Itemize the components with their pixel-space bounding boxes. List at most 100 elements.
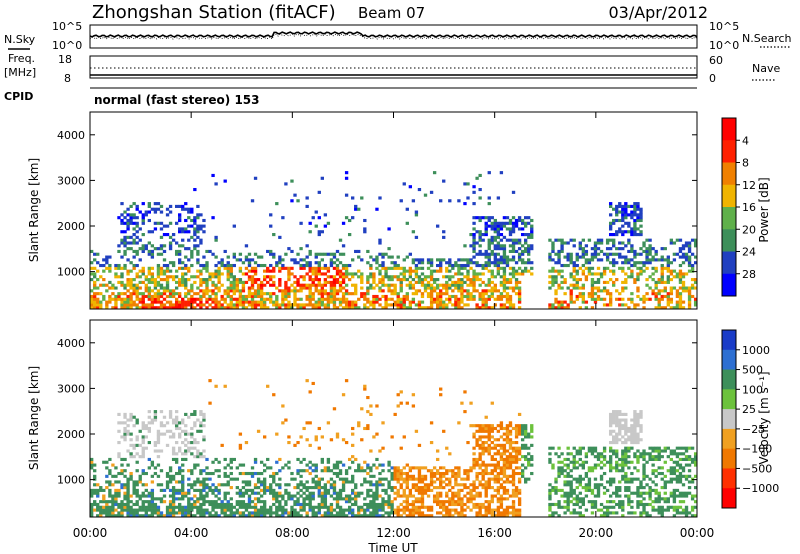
heatmap-cell bbox=[478, 452, 482, 456]
heatmap-cell bbox=[102, 263, 106, 268]
heatmap-cell bbox=[642, 294, 646, 299]
heatmap-cell bbox=[269, 213, 273, 217]
heatmap-cell bbox=[636, 486, 640, 490]
heatmap-cell bbox=[275, 297, 279, 301]
heatmap-cell bbox=[214, 514, 218, 518]
heatmap-cell bbox=[123, 421, 127, 425]
heatmap-cell bbox=[615, 418, 619, 422]
heatmap-cell bbox=[475, 272, 479, 276]
heatmap-cell bbox=[420, 258, 425, 262]
heatmap-cell bbox=[590, 297, 595, 301]
heatmap-cell bbox=[96, 261, 100, 265]
heatmap-cell bbox=[499, 233, 504, 237]
heatmap-cell bbox=[275, 483, 279, 487]
heatmap-cell bbox=[296, 514, 300, 518]
heatmap-cell bbox=[642, 244, 646, 248]
heatmap-cell bbox=[387, 303, 391, 307]
heatmap-cell bbox=[505, 460, 510, 464]
heatmap-cell bbox=[605, 303, 610, 307]
heatmap-cell bbox=[165, 474, 170, 478]
heatmap-cell bbox=[557, 303, 561, 307]
heatmap-cell bbox=[615, 204, 619, 208]
heatmap-cell bbox=[484, 469, 488, 473]
heatmap-cell bbox=[138, 429, 142, 433]
heatmap-cell bbox=[129, 505, 133, 509]
heatmap-cell bbox=[320, 486, 324, 490]
heatmap-cell bbox=[596, 238, 601, 242]
heatmap-cell bbox=[338, 275, 343, 279]
heatmap-cell bbox=[372, 297, 376, 301]
heatmap-cell bbox=[165, 421, 170, 425]
heatmap-cell bbox=[147, 514, 151, 518]
heatmap-cell bbox=[390, 502, 394, 507]
heatmap-cell bbox=[548, 457, 552, 462]
heatmap-cell bbox=[499, 275, 504, 279]
heatmap-cell bbox=[608, 483, 613, 487]
heatmap-cell bbox=[493, 289, 497, 293]
heatmap-cell bbox=[435, 286, 440, 290]
heatmap-cell bbox=[244, 280, 249, 284]
heatmap-cell bbox=[693, 238, 698, 242]
heatmap-cell bbox=[214, 269, 218, 273]
heatmap-cell bbox=[117, 471, 121, 476]
heatmap-cell bbox=[472, 286, 476, 290]
heatmap-cell bbox=[208, 477, 212, 481]
heatmap-cell bbox=[548, 483, 552, 487]
nsky-label: N.Sky bbox=[4, 33, 36, 46]
heatmap-cell bbox=[475, 263, 479, 268]
heatmap-cell bbox=[114, 266, 118, 270]
heatmap-cell bbox=[232, 514, 236, 518]
heatmap-cell bbox=[266, 508, 270, 512]
heatmap-cell bbox=[196, 252, 200, 256]
heatmap-cell bbox=[244, 300, 249, 304]
heatmap-cell bbox=[317, 190, 321, 194]
heatmap-cell bbox=[435, 491, 440, 495]
heatmap-cell bbox=[190, 452, 194, 456]
heatmap-cell bbox=[174, 275, 179, 279]
heatmap-cell bbox=[469, 244, 473, 248]
heatmap-cell bbox=[520, 227, 525, 231]
heatmap-cell bbox=[275, 460, 279, 464]
heatmap-cell bbox=[466, 278, 470, 282]
heatmap-cell bbox=[417, 488, 422, 492]
heatmap-cell bbox=[178, 306, 182, 310]
heatmap-cell bbox=[399, 446, 403, 450]
heatmap-cell bbox=[639, 266, 643, 270]
heatmap-cell bbox=[238, 278, 243, 282]
heatmap-cell bbox=[108, 514, 112, 518]
heatmap-cell bbox=[499, 443, 504, 447]
heatmap-cell bbox=[99, 514, 103, 518]
heatmap-cell bbox=[569, 261, 573, 265]
heatmap-cell bbox=[429, 278, 434, 282]
heatmap-cell bbox=[527, 221, 531, 225]
heatmap-cell bbox=[508, 238, 513, 242]
heatmap-cell bbox=[615, 441, 619, 445]
heatmap-cell bbox=[238, 266, 243, 270]
heatmap-cell bbox=[144, 488, 148, 492]
heatmap-cell bbox=[123, 300, 127, 304]
heatmap-cell bbox=[278, 505, 282, 509]
heatmap-cell bbox=[296, 280, 300, 284]
heatmap-cell bbox=[599, 238, 604, 242]
heatmap-cell bbox=[314, 466, 318, 470]
heatmap-cell bbox=[642, 508, 646, 512]
heatmap-cell bbox=[302, 502, 306, 507]
heatmap-cell bbox=[618, 266, 622, 270]
heatmap-cell bbox=[120, 514, 124, 518]
heatmap-cell bbox=[299, 266, 303, 270]
heatmap-cell bbox=[527, 269, 531, 273]
heatmap-cell bbox=[211, 292, 215, 296]
heatmap-cell bbox=[259, 511, 264, 515]
heatmap-cell bbox=[454, 483, 458, 487]
heatmap-cell bbox=[241, 480, 246, 484]
heatmap-cell bbox=[630, 292, 634, 296]
heatmap-cell bbox=[639, 252, 643, 256]
heatmap-cell bbox=[502, 446, 507, 450]
heatmap-cell bbox=[156, 221, 161, 225]
heatmap-cell bbox=[596, 463, 601, 467]
heatmap-cell bbox=[615, 421, 619, 425]
heatmap-cell bbox=[199, 421, 203, 425]
heatmap-cell bbox=[524, 249, 528, 254]
heatmap-cell bbox=[605, 505, 610, 509]
heatmap-cell bbox=[472, 244, 476, 248]
